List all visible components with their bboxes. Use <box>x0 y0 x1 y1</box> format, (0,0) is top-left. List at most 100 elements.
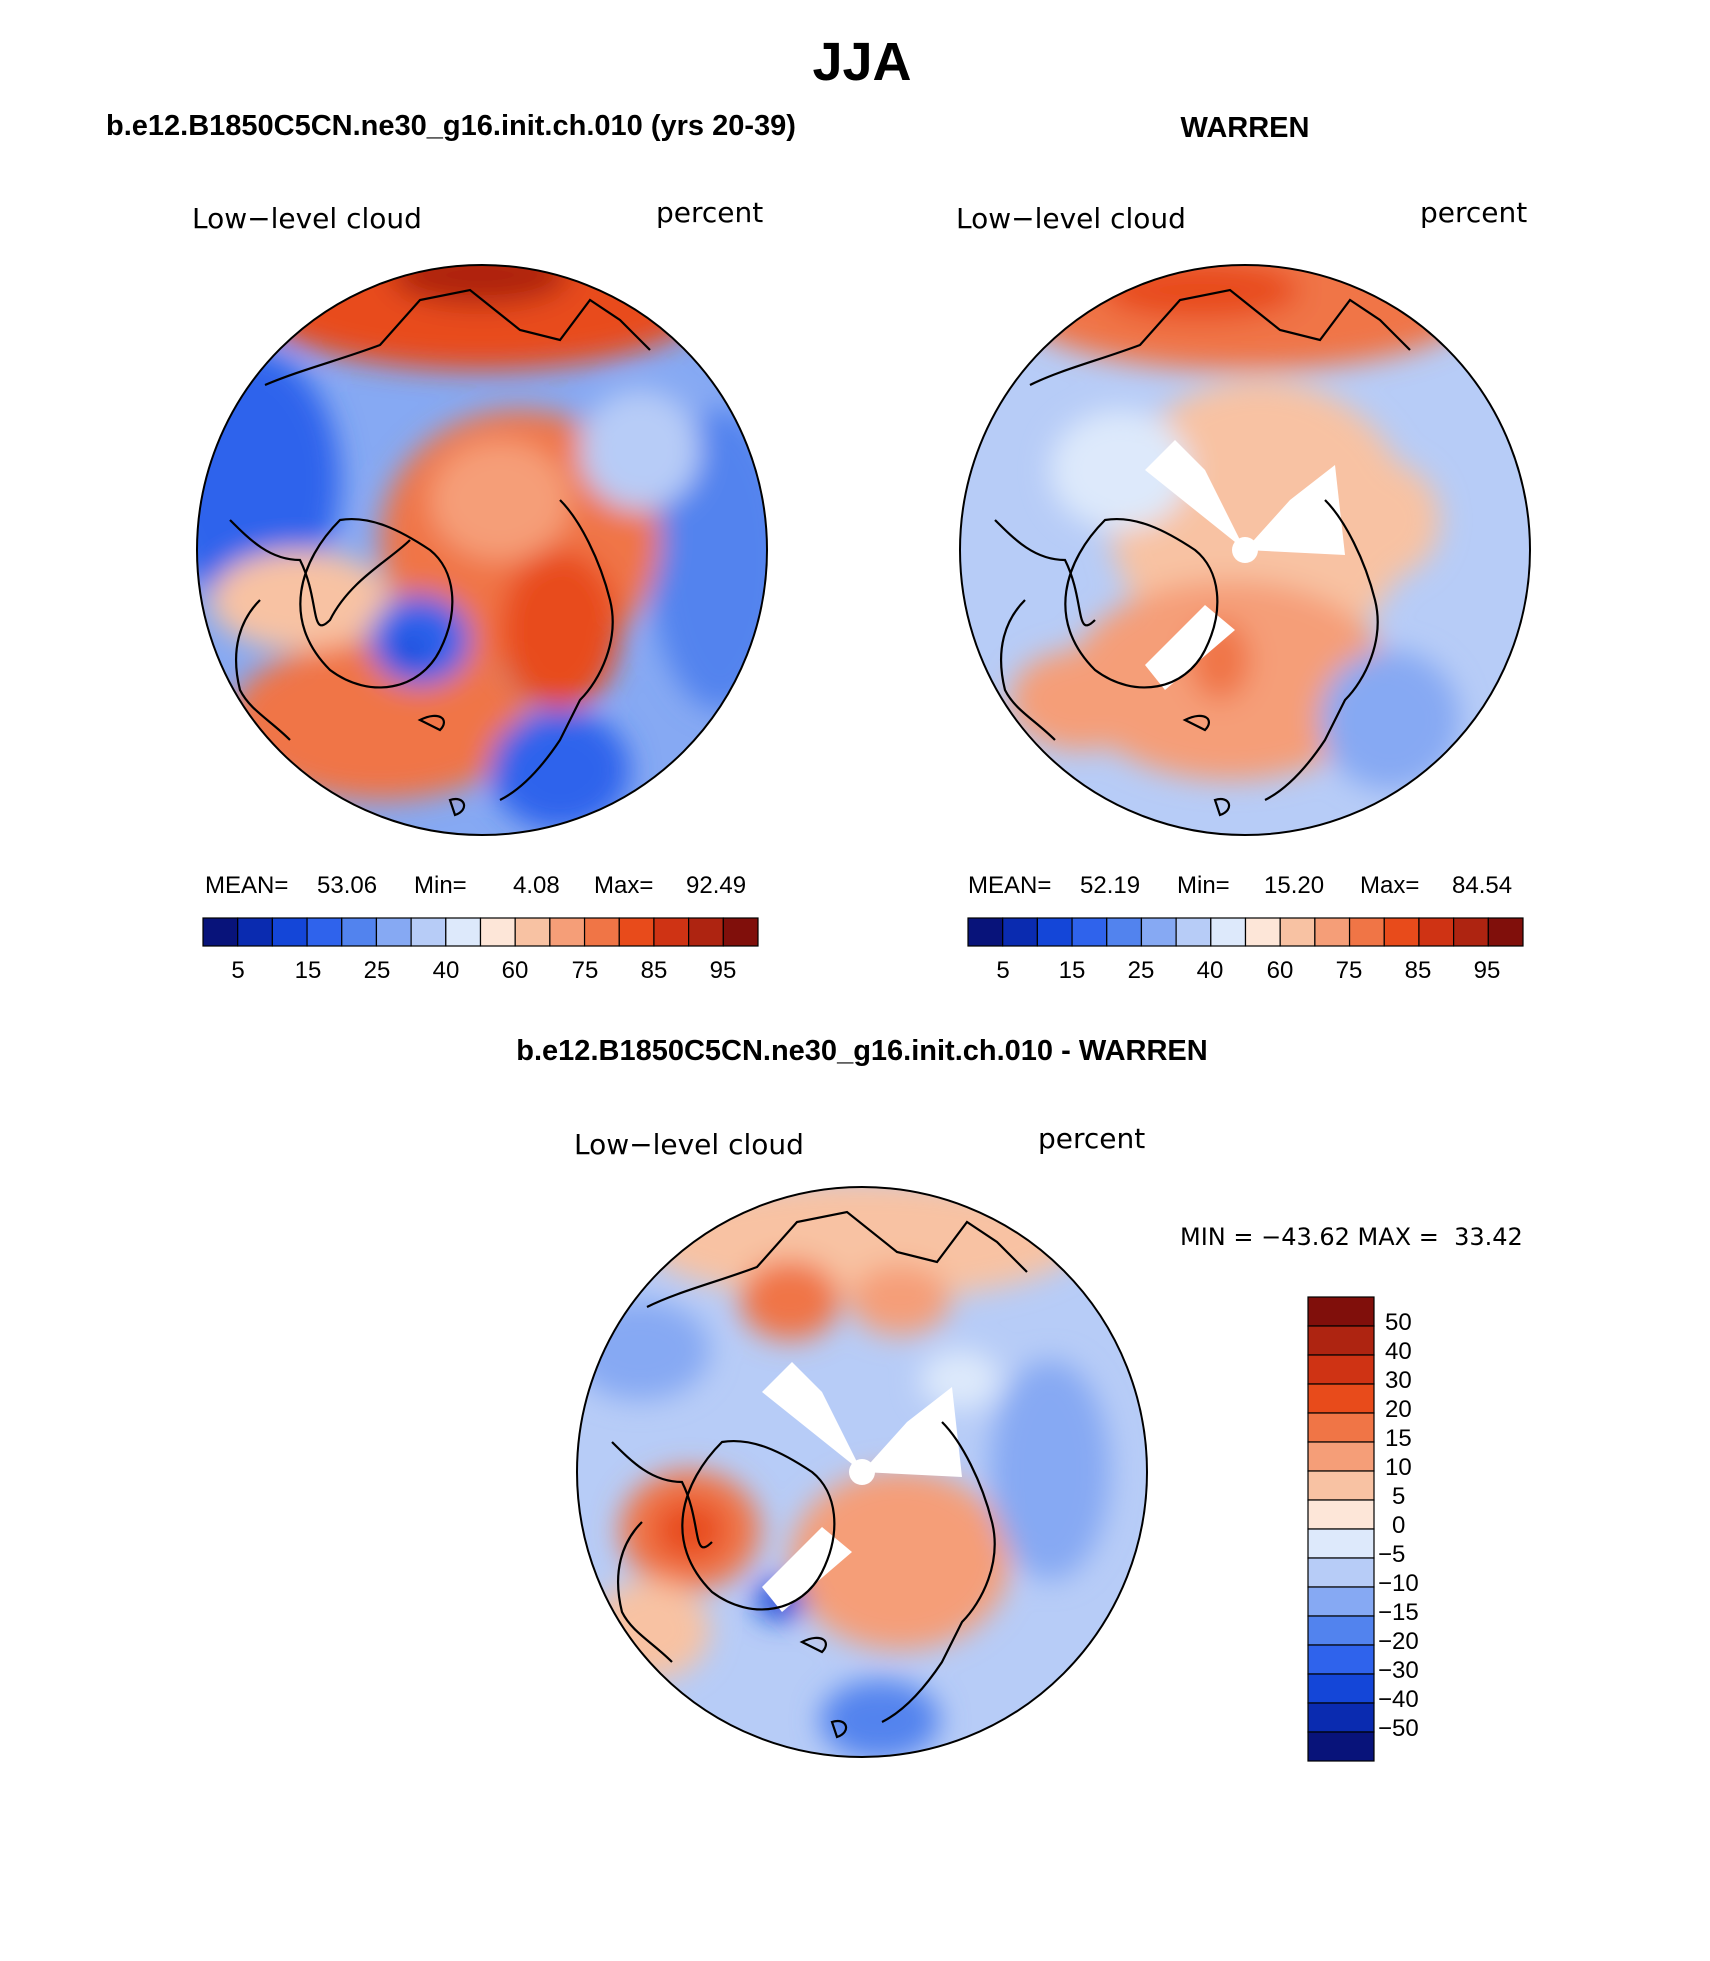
colorbar-tick: −10 <box>1378 1570 1419 1597</box>
colorbar-tick: 95 <box>1474 957 1501 984</box>
colorbar-swatch <box>1307 1441 1375 1472</box>
missing-data-region <box>1245 465 1345 555</box>
coastline <box>881 1421 996 1723</box>
map-region <box>1050 410 1190 530</box>
colorbar-swatch <box>688 917 724 947</box>
colorbar-swatch <box>1307 1731 1375 1762</box>
coastline <box>264 288 651 387</box>
panel-diff-units-label: percent <box>1038 1122 1145 1155</box>
colorbar-tick: 25 <box>1128 957 1155 984</box>
coastline <box>1064 518 1219 689</box>
colorbar-swatch <box>1307 1296 1375 1327</box>
missing-data-region <box>862 1387 962 1477</box>
colorbar-swatch <box>271 917 308 947</box>
colorbar-swatch <box>1307 1586 1375 1617</box>
colorbar-tick: 50 <box>1385 1309 1412 1336</box>
map-region <box>990 1360 1110 1580</box>
colorbar-swatch <box>1002 917 1038 947</box>
panel-diff-minmax: MIN = −43.62 MAX = 33.42 <box>1180 1223 1523 1251</box>
colorbar-tick: 10 <box>1385 1454 1412 1481</box>
map-region <box>850 1265 950 1335</box>
colorbar-swatch <box>1307 1499 1375 1530</box>
colorbar-swatch <box>410 917 447 947</box>
coastline <box>799 1636 848 1739</box>
colorbar-swatch <box>1307 1528 1375 1559</box>
panel-model: b.e12.B1850C5CN.ne30_g16.init.ch.010 (yr… <box>106 110 796 984</box>
page-title: JJA <box>812 32 911 92</box>
colorbar-tick: 25 <box>364 957 391 984</box>
coastline <box>616 1521 673 1663</box>
colorbar-swatch <box>1307 1325 1375 1356</box>
colorbar-swatch <box>514 917 551 947</box>
map-region <box>920 1350 1000 1410</box>
map-region <box>1010 650 1150 750</box>
polar-map-obs <box>960 265 1530 835</box>
colorbar-swatch <box>1106 917 1143 947</box>
colorbar-swatch <box>1348 917 1385 947</box>
colorbar-swatch <box>1383 917 1420 947</box>
colorbar-swatch <box>1307 1383 1375 1414</box>
colorbar-swatch <box>1314 917 1351 947</box>
colorbar-tick: 40 <box>1197 957 1224 984</box>
colorbar-swatch <box>1210 917 1247 947</box>
coastline <box>229 519 411 627</box>
colorbar-swatch <box>1307 1557 1375 1588</box>
colorbar-swatch <box>722 917 759 947</box>
colorbar-swatch <box>653 917 690 947</box>
colorbar-tick: 60 <box>502 957 529 984</box>
panel-model-stats: MEAN= 53.06 Min= 4.08 Max= 92.49 <box>205 872 746 899</box>
colorbar-tick: −20 <box>1378 1628 1419 1655</box>
map-region <box>580 390 700 510</box>
mean-label: MEAN= <box>205 872 288 899</box>
missing-data-region <box>1145 605 1235 690</box>
max-label: Max= <box>594 872 653 899</box>
mean-label: MEAN= <box>968 872 1051 899</box>
colorbar-tick: 30 <box>1385 1367 1412 1394</box>
coastline <box>417 714 466 817</box>
map-region <box>390 265 570 305</box>
coastline <box>1264 499 1379 801</box>
panel-diff-title: b.e12.B1850C5CN.ne30_g16.init.ch.010 - W… <box>516 1035 1207 1067</box>
polar-map-model-outline <box>196 264 768 836</box>
colorbar-swatch <box>967 917 1004 947</box>
colorbar-swatch <box>1244 917 1281 947</box>
colorbar-swatch <box>202 917 239 947</box>
colorbar-tick: −30 <box>1378 1657 1419 1684</box>
map-region <box>230 640 530 800</box>
colorbar-swatch <box>1307 1470 1375 1501</box>
coastline <box>499 499 614 801</box>
map-region <box>430 440 570 560</box>
colorbar-tick: 85 <box>1405 957 1432 984</box>
colorbar-swatch <box>1307 1644 1375 1675</box>
colorbar-tick: 15 <box>1059 957 1086 984</box>
coastline <box>994 519 1096 627</box>
panel-obs-stats: MEAN= 52.19 Min= 15.20 Max= 84.54 <box>968 872 1512 899</box>
colorbar-swatch <box>618 917 655 947</box>
missing-data-region <box>849 1459 875 1485</box>
colorbar-swatch <box>479 917 516 947</box>
panel-obs-title: WARREN <box>1181 112 1310 144</box>
colorbar-swatch <box>237 917 273 947</box>
map-region <box>790 1470 1010 1650</box>
mean-value: 52.19 <box>1080 872 1140 899</box>
map-region <box>500 550 620 710</box>
polar-map-diff <box>577 1187 1147 1757</box>
panel-obs: WARREN Low−level cloud percent <box>956 112 1531 984</box>
polar-map-model <box>197 265 767 835</box>
map-region <box>490 710 630 830</box>
coastline <box>1182 714 1231 817</box>
panel-diff: b.e12.B1850C5CN.ne30_g16.init.ch.010 - W… <box>516 1035 1523 1762</box>
colorbar-swatch <box>1418 917 1455 947</box>
colorbar-swatch <box>1279 917 1316 947</box>
colorbar-tick: 40 <box>1385 1338 1412 1365</box>
colorbar-tick: −15 <box>1378 1599 1419 1626</box>
colorbar-tick: 95 <box>710 957 737 984</box>
colorbar-swatch <box>1140 917 1177 947</box>
polar-map-diff-outline <box>576 1186 1148 1758</box>
max-value: 84.54 <box>1452 872 1512 899</box>
colorbar-swatch <box>1307 1412 1375 1443</box>
mean-value: 53.06 <box>317 872 377 899</box>
panel-model-units-label: percent <box>656 196 763 229</box>
colorbar-tick: 75 <box>572 957 599 984</box>
